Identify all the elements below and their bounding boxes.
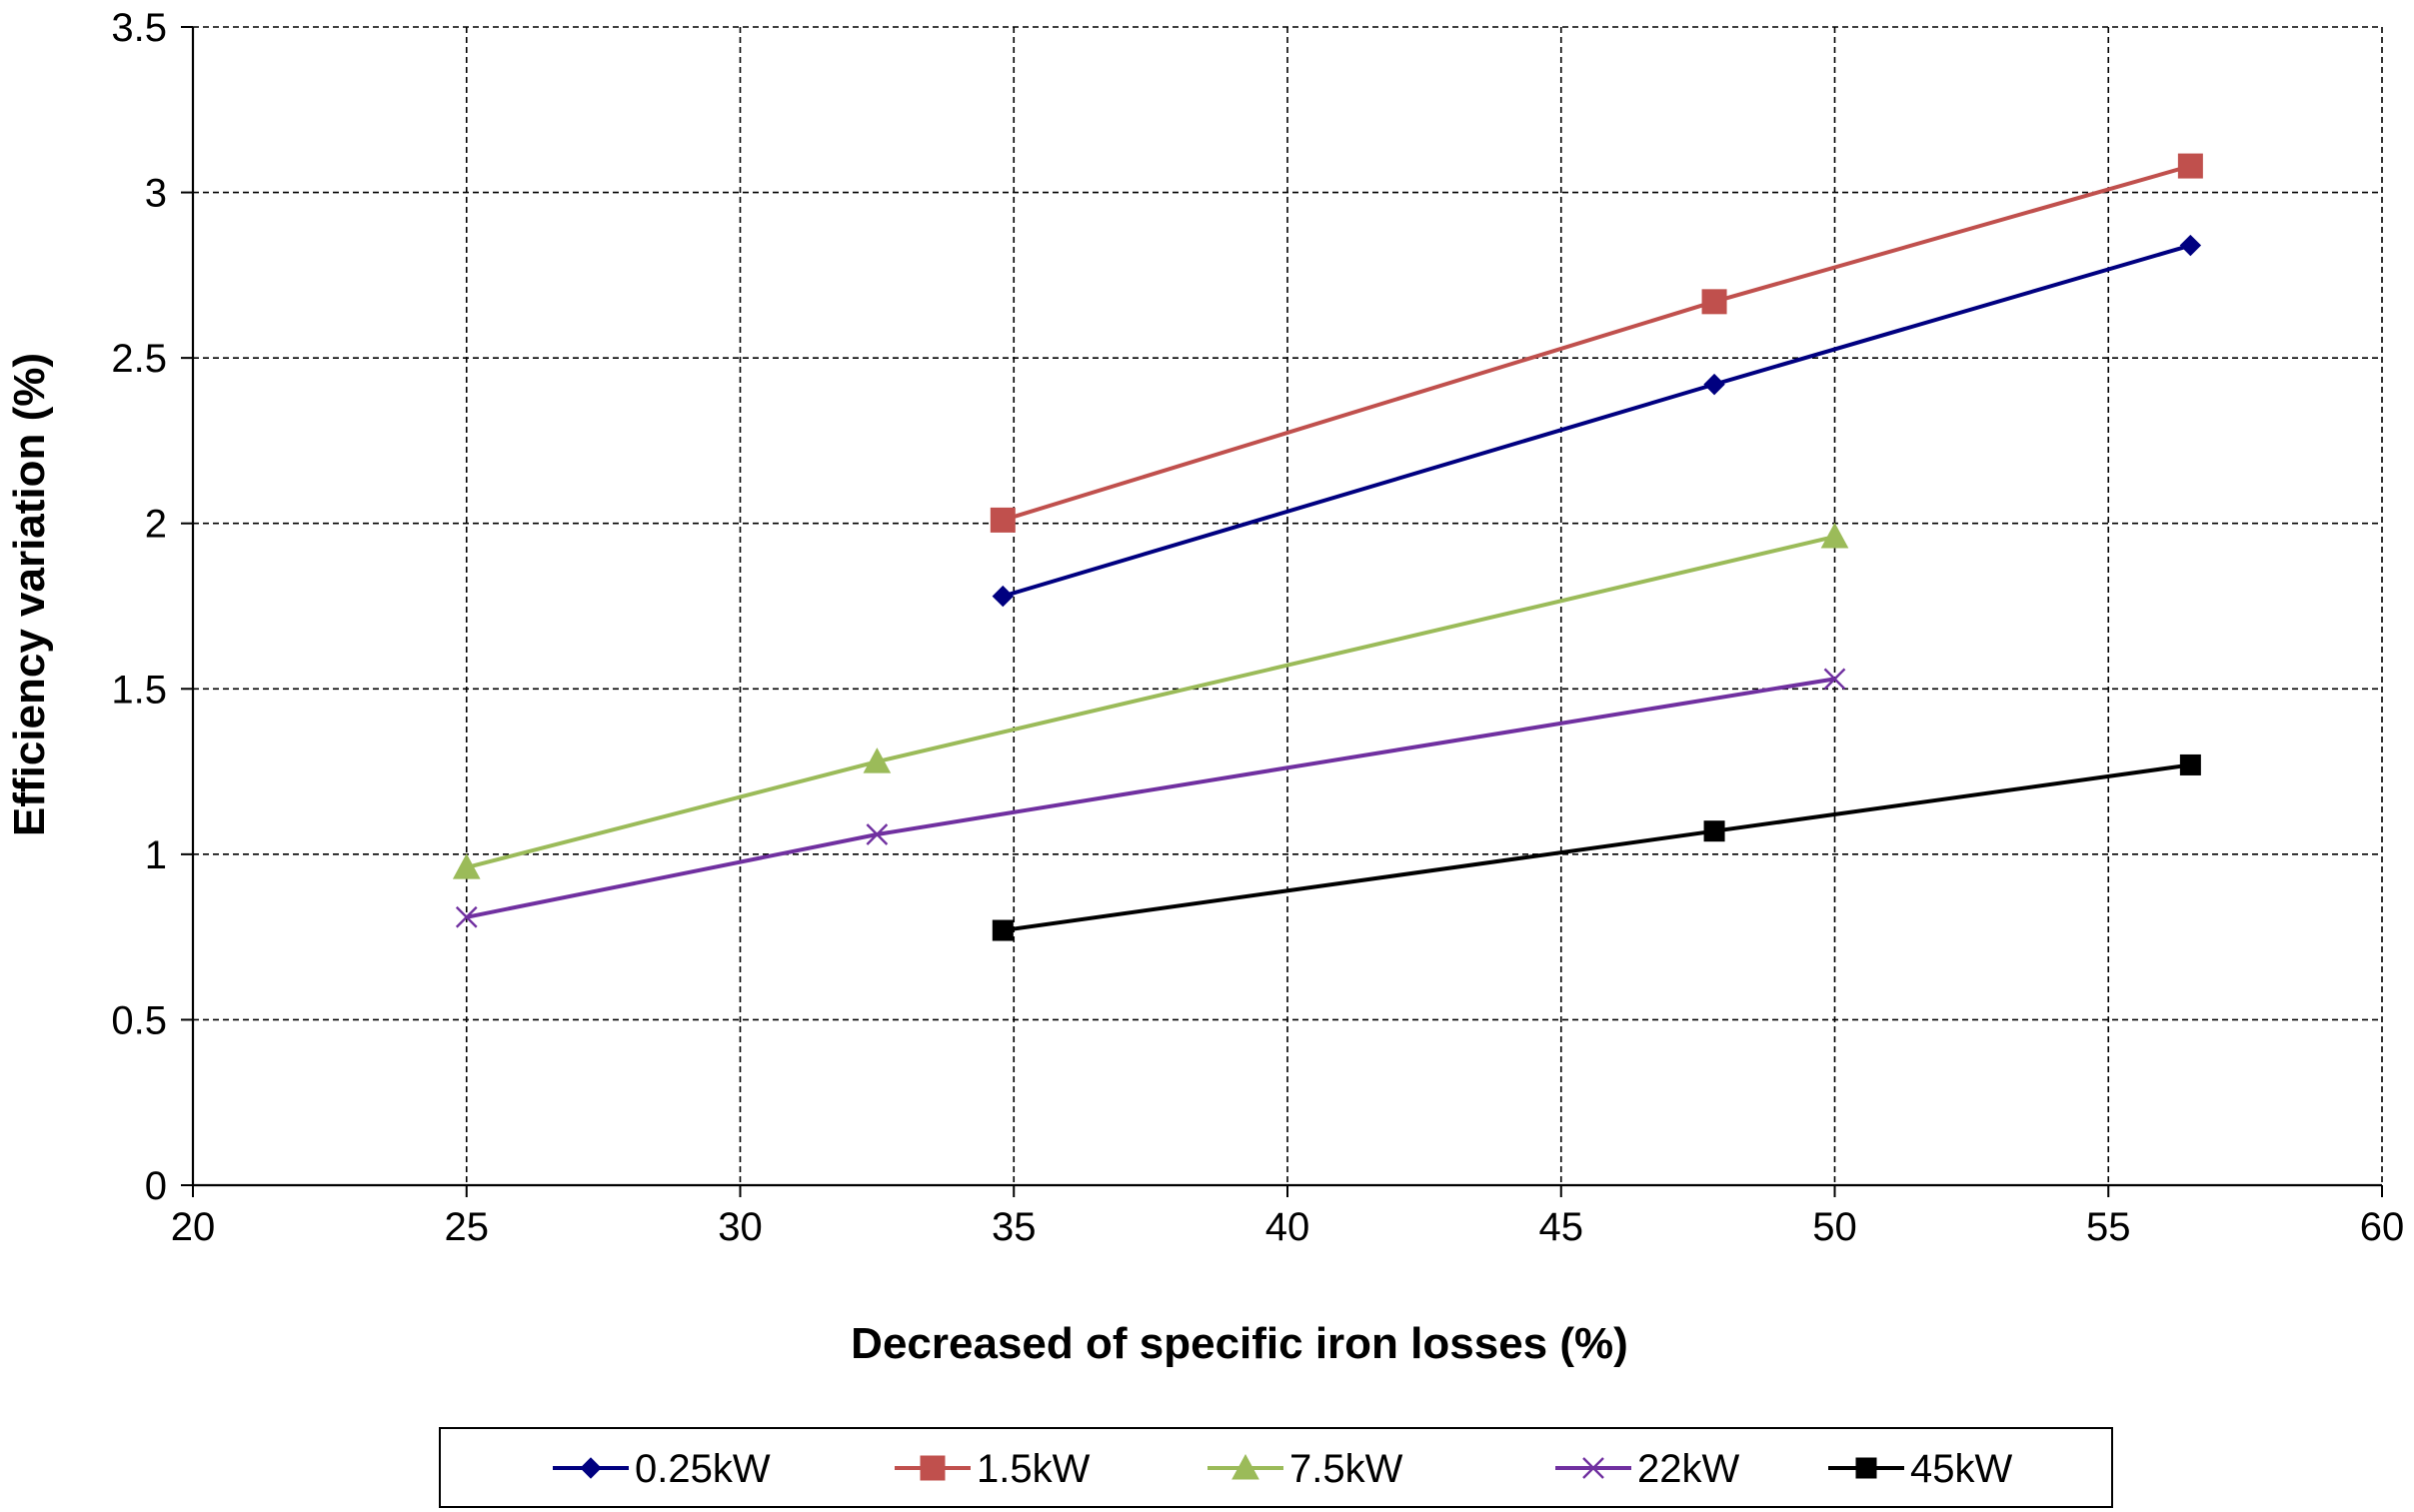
data-point-22kw — [455, 905, 478, 928]
series-0-25kw — [992, 234, 2202, 608]
data-point-0-25kw — [2179, 234, 2202, 257]
x-tick-label: 30 — [718, 1205, 763, 1249]
data-point-22kw — [866, 823, 889, 845]
data-point-22kw-stroke — [1823, 668, 1846, 691]
x-tick-label: 35 — [992, 1205, 1037, 1249]
legend-label-7-5kw: 7.5kW — [1289, 1447, 1403, 1491]
data-point-0-25kw — [1703, 373, 1725, 396]
legend: 0.25kW 1.5kW 7.5kW 22kW 45kW — [439, 1427, 2113, 1508]
series-22kw — [455, 668, 1846, 928]
x-tick-label: 25 — [445, 1205, 490, 1249]
data-point-7-5kw — [1820, 522, 1849, 549]
axes — [181, 26, 2383, 1197]
series-1-5kw — [990, 153, 2203, 533]
data-point-0-25kw — [992, 585, 1015, 608]
x-tick-label: 45 — [1539, 1205, 1584, 1249]
x-tick-label: 50 — [1812, 1205, 1857, 1249]
data-point-45kw — [992, 919, 1014, 941]
legend-item-22kw: 22kW — [1555, 1447, 1739, 1491]
legend-label-22kw: 22kW — [1637, 1447, 1739, 1491]
data-point-7-5kw — [863, 748, 892, 773]
series-group — [452, 153, 2203, 941]
x-tick-label: 60 — [2360, 1205, 2405, 1249]
legend-marker-1-5kw — [920, 1455, 946, 1481]
data-point-22kw — [1823, 668, 1846, 691]
y-tick-label: 3 — [145, 172, 167, 216]
data-point-1-5kw — [2177, 153, 2203, 179]
y-tick-label: 2.5 — [111, 337, 167, 381]
legend-item-0-25kw: 0.25kW — [553, 1447, 771, 1491]
data-point-45kw — [1703, 820, 1725, 842]
y-tick-label: 0 — [145, 1164, 167, 1208]
legend-label-0-25kw: 0.25kW — [635, 1447, 771, 1491]
tick-labels: 20 25 30 35 40 45 50 55 60 0 0.5 1 1.5 2 2.5 3 3.5 — [111, 6, 2404, 1249]
x-axis-title: Decreased of specific iron losses (%) — [851, 1319, 1628, 1368]
series-45kw — [992, 754, 2201, 941]
data-point-45kw — [2179, 754, 2201, 775]
data-point-22kw-stroke — [866, 823, 889, 845]
y-tick-label: 1 — [145, 833, 167, 877]
legend-marker-45kw — [1855, 1457, 1877, 1479]
y-tick-label: 3.5 — [111, 6, 167, 50]
data-point-1-5kw — [1701, 289, 1727, 315]
legend-label-45kw: 45kW — [1910, 1447, 2012, 1491]
x-tick-label: 20 — [171, 1205, 216, 1249]
legend-item-45kw: 45kW — [1828, 1447, 2012, 1491]
y-tick-label: 1.5 — [111, 668, 167, 712]
legend-item-1-5kw: 1.5kW — [895, 1447, 1091, 1491]
legend-marker-22kw-stroke — [1582, 1457, 1604, 1479]
data-point-22kw-stroke — [455, 905, 478, 928]
data-point-7-5kw — [452, 853, 481, 879]
y-tick-label: 0.5 — [111, 998, 167, 1042]
legend-items: 0.25kW 1.5kW 7.5kW 22kW 45kW — [553, 1447, 2012, 1491]
legend-marker-7-5kw — [1231, 1453, 1259, 1480]
grid-lines — [193, 26, 2383, 1185]
y-tick-label: 2 — [145, 503, 167, 547]
y-axis-title: Efficiency variation (%) — [5, 353, 54, 836]
series-7-5kw — [452, 522, 1849, 879]
legend-marker-22kw — [1582, 1457, 1604, 1479]
data-point-1-5kw — [990, 507, 1016, 533]
legend-marker-0-25kw — [580, 1457, 602, 1479]
x-tick-label: 55 — [2086, 1205, 2131, 1249]
x-tick-label: 40 — [1265, 1205, 1310, 1249]
legend-label-1-5kw: 1.5kW — [977, 1447, 1091, 1491]
legend-item-7-5kw: 7.5kW — [1207, 1447, 1403, 1491]
